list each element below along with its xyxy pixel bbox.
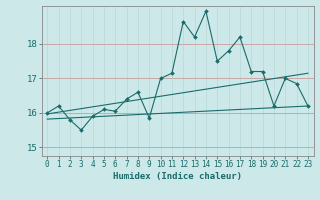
- X-axis label: Humidex (Indice chaleur): Humidex (Indice chaleur): [113, 172, 242, 181]
